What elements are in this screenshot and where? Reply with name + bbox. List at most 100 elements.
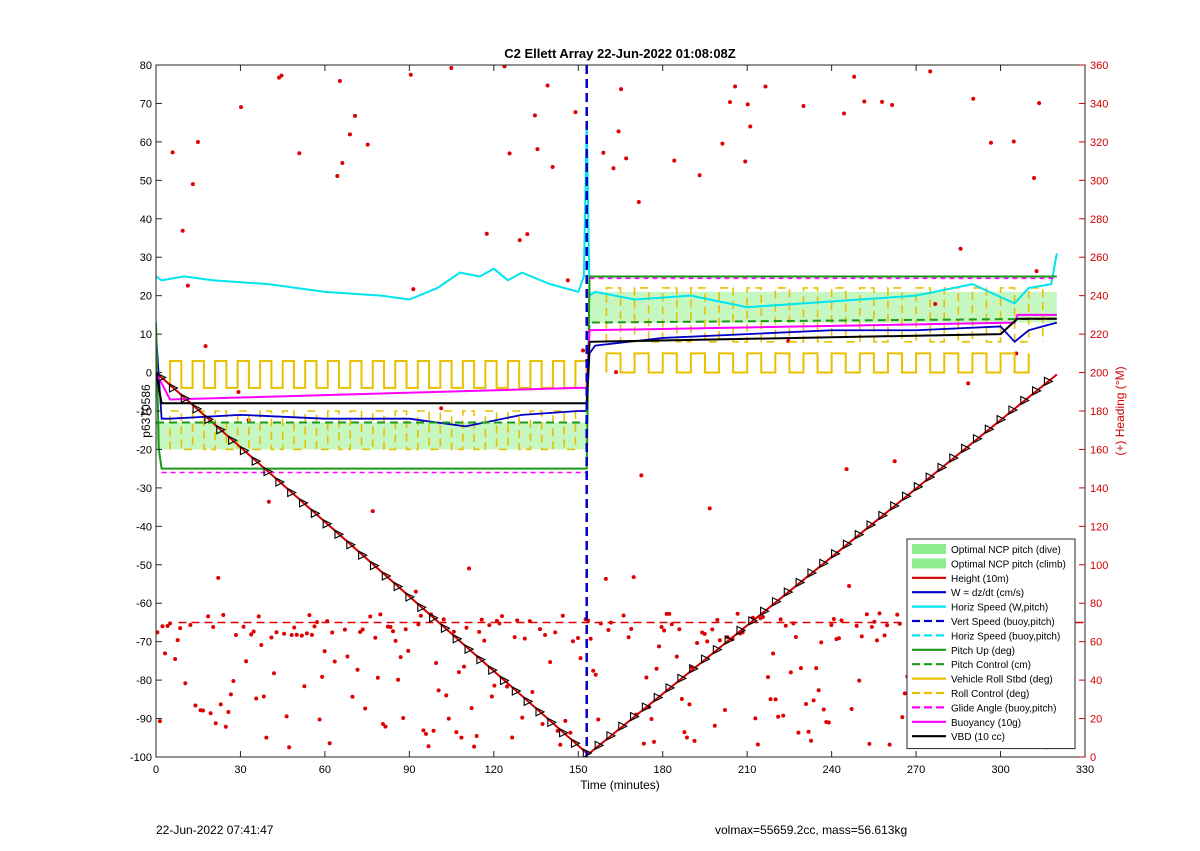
height-marker: [535, 706, 546, 717]
heading-dot: [266, 499, 271, 504]
y2-tick-label: 100: [1090, 560, 1108, 572]
heading-dot: [674, 654, 679, 659]
height-marker: [653, 692, 664, 703]
x-tick-label: 60: [319, 764, 331, 776]
y2-axis-label: (+) Heading (°M): [1113, 366, 1127, 455]
heading-dot: [309, 632, 314, 637]
x-tick-label: 180: [654, 764, 672, 776]
heading-dot: [431, 728, 436, 733]
heading-dot: [568, 730, 573, 735]
heading-dot: [854, 623, 859, 628]
heading-dot: [251, 629, 256, 634]
heading-dot: [692, 738, 697, 743]
heading-dot: [211, 624, 216, 629]
heading-dot: [312, 624, 317, 629]
footer-timestamp: 22-Jun-2022 07:41:47: [156, 823, 274, 837]
roll-climb-line: [605, 352, 1030, 374]
heading-dot: [864, 612, 869, 617]
y-tick-label: -30: [136, 483, 152, 495]
heading-dot: [687, 702, 692, 707]
y-axis-label: p6370586: [139, 384, 153, 438]
heading-dot: [340, 160, 345, 165]
heading-dot: [900, 715, 905, 720]
heading-dot: [505, 684, 510, 689]
height-markers: [157, 372, 1054, 757]
heading-dot: [320, 674, 325, 679]
height-marker: [878, 510, 889, 521]
heading-dot: [535, 147, 540, 152]
heading-dot: [398, 655, 403, 660]
heading-dot: [163, 651, 168, 656]
y2-tick-label: 340: [1090, 98, 1108, 110]
heading-dot: [213, 721, 218, 726]
heading-dot: [1037, 101, 1042, 106]
height-marker: [393, 581, 404, 592]
heading-dot: [844, 467, 849, 472]
heading-dot: [401, 715, 406, 720]
heading-dot: [190, 182, 195, 187]
heading-dot: [842, 111, 847, 116]
heading-dot: [168, 621, 173, 626]
heading-dot: [652, 739, 657, 744]
legend-label: Vert Speed (buoy,pitch): [951, 617, 1055, 628]
heading-dot: [768, 697, 773, 702]
chart-title: C2 Ellett Array 22-Jun-2022 01:08:08Z: [504, 46, 736, 61]
y2-tick-label: 0: [1090, 752, 1096, 764]
height-marker: [736, 625, 747, 636]
legend-label: Pitch Up (deg): [951, 646, 1015, 657]
y2-tick-label: 140: [1090, 483, 1108, 495]
heading-dot: [616, 129, 621, 134]
roll-dive-line: [169, 360, 588, 389]
heading-dot: [426, 744, 431, 749]
height-marker: [488, 665, 498, 675]
heading-dot: [454, 730, 459, 735]
footer-volmax-mass: volmax=55659.2cc, mass=56.613kg: [715, 823, 908, 837]
heading-dot: [892, 459, 897, 464]
legend-label: VBD (10 cc): [951, 732, 1005, 743]
x-tick-label: 150: [569, 764, 587, 776]
heading-dot: [216, 575, 221, 580]
heading-dot: [654, 666, 659, 671]
heading-dot: [484, 231, 489, 236]
y-tick-label: 50: [140, 175, 152, 187]
heading-dot: [249, 632, 254, 637]
heading-dot: [477, 629, 482, 634]
heading-dot: [201, 708, 206, 713]
heading-dot: [380, 722, 385, 727]
height-marker: [322, 518, 333, 529]
height-marker: [937, 462, 948, 473]
heading-dot: [439, 406, 444, 411]
heading-dot: [223, 724, 228, 729]
heading-dot: [644, 675, 649, 680]
y-tick-label: -70: [136, 637, 152, 649]
legend: Optimal NCP pitch (dive) Optimal NCP pitc…: [906, 538, 1076, 750]
height-marker: [216, 424, 226, 435]
series-pitch-up-deg: [156, 275, 1057, 470]
heading-dot: [1034, 269, 1039, 274]
heading-dot: [829, 622, 834, 627]
heading-dot: [806, 729, 811, 734]
heading-dot: [728, 100, 733, 105]
heading-dot: [195, 140, 200, 145]
heading-dot: [236, 390, 241, 395]
height-marker: [842, 539, 853, 550]
heading-dot: [776, 714, 781, 719]
y2-tick-label: 200: [1090, 368, 1108, 380]
legend-label: Pitch Control (cm): [951, 660, 1031, 671]
y2-tick-label: 300: [1090, 175, 1108, 187]
heading-dot: [621, 613, 626, 618]
heading-dot: [165, 624, 170, 629]
heading-dot: [882, 633, 887, 638]
heading-dot: [520, 715, 525, 720]
heading-dot: [677, 627, 682, 632]
heading-dot: [292, 625, 297, 630]
heading-dot: [345, 654, 350, 659]
legend-label: W = dz/dt (cm/s): [951, 588, 1024, 599]
heading-dot: [297, 151, 302, 156]
height-marker: [157, 372, 167, 383]
heading-dot: [836, 636, 841, 641]
height-marker: [346, 539, 357, 550]
y2-tick-label: 80: [1090, 598, 1102, 610]
heading-dot: [451, 629, 456, 634]
heading-dot: [593, 672, 598, 677]
